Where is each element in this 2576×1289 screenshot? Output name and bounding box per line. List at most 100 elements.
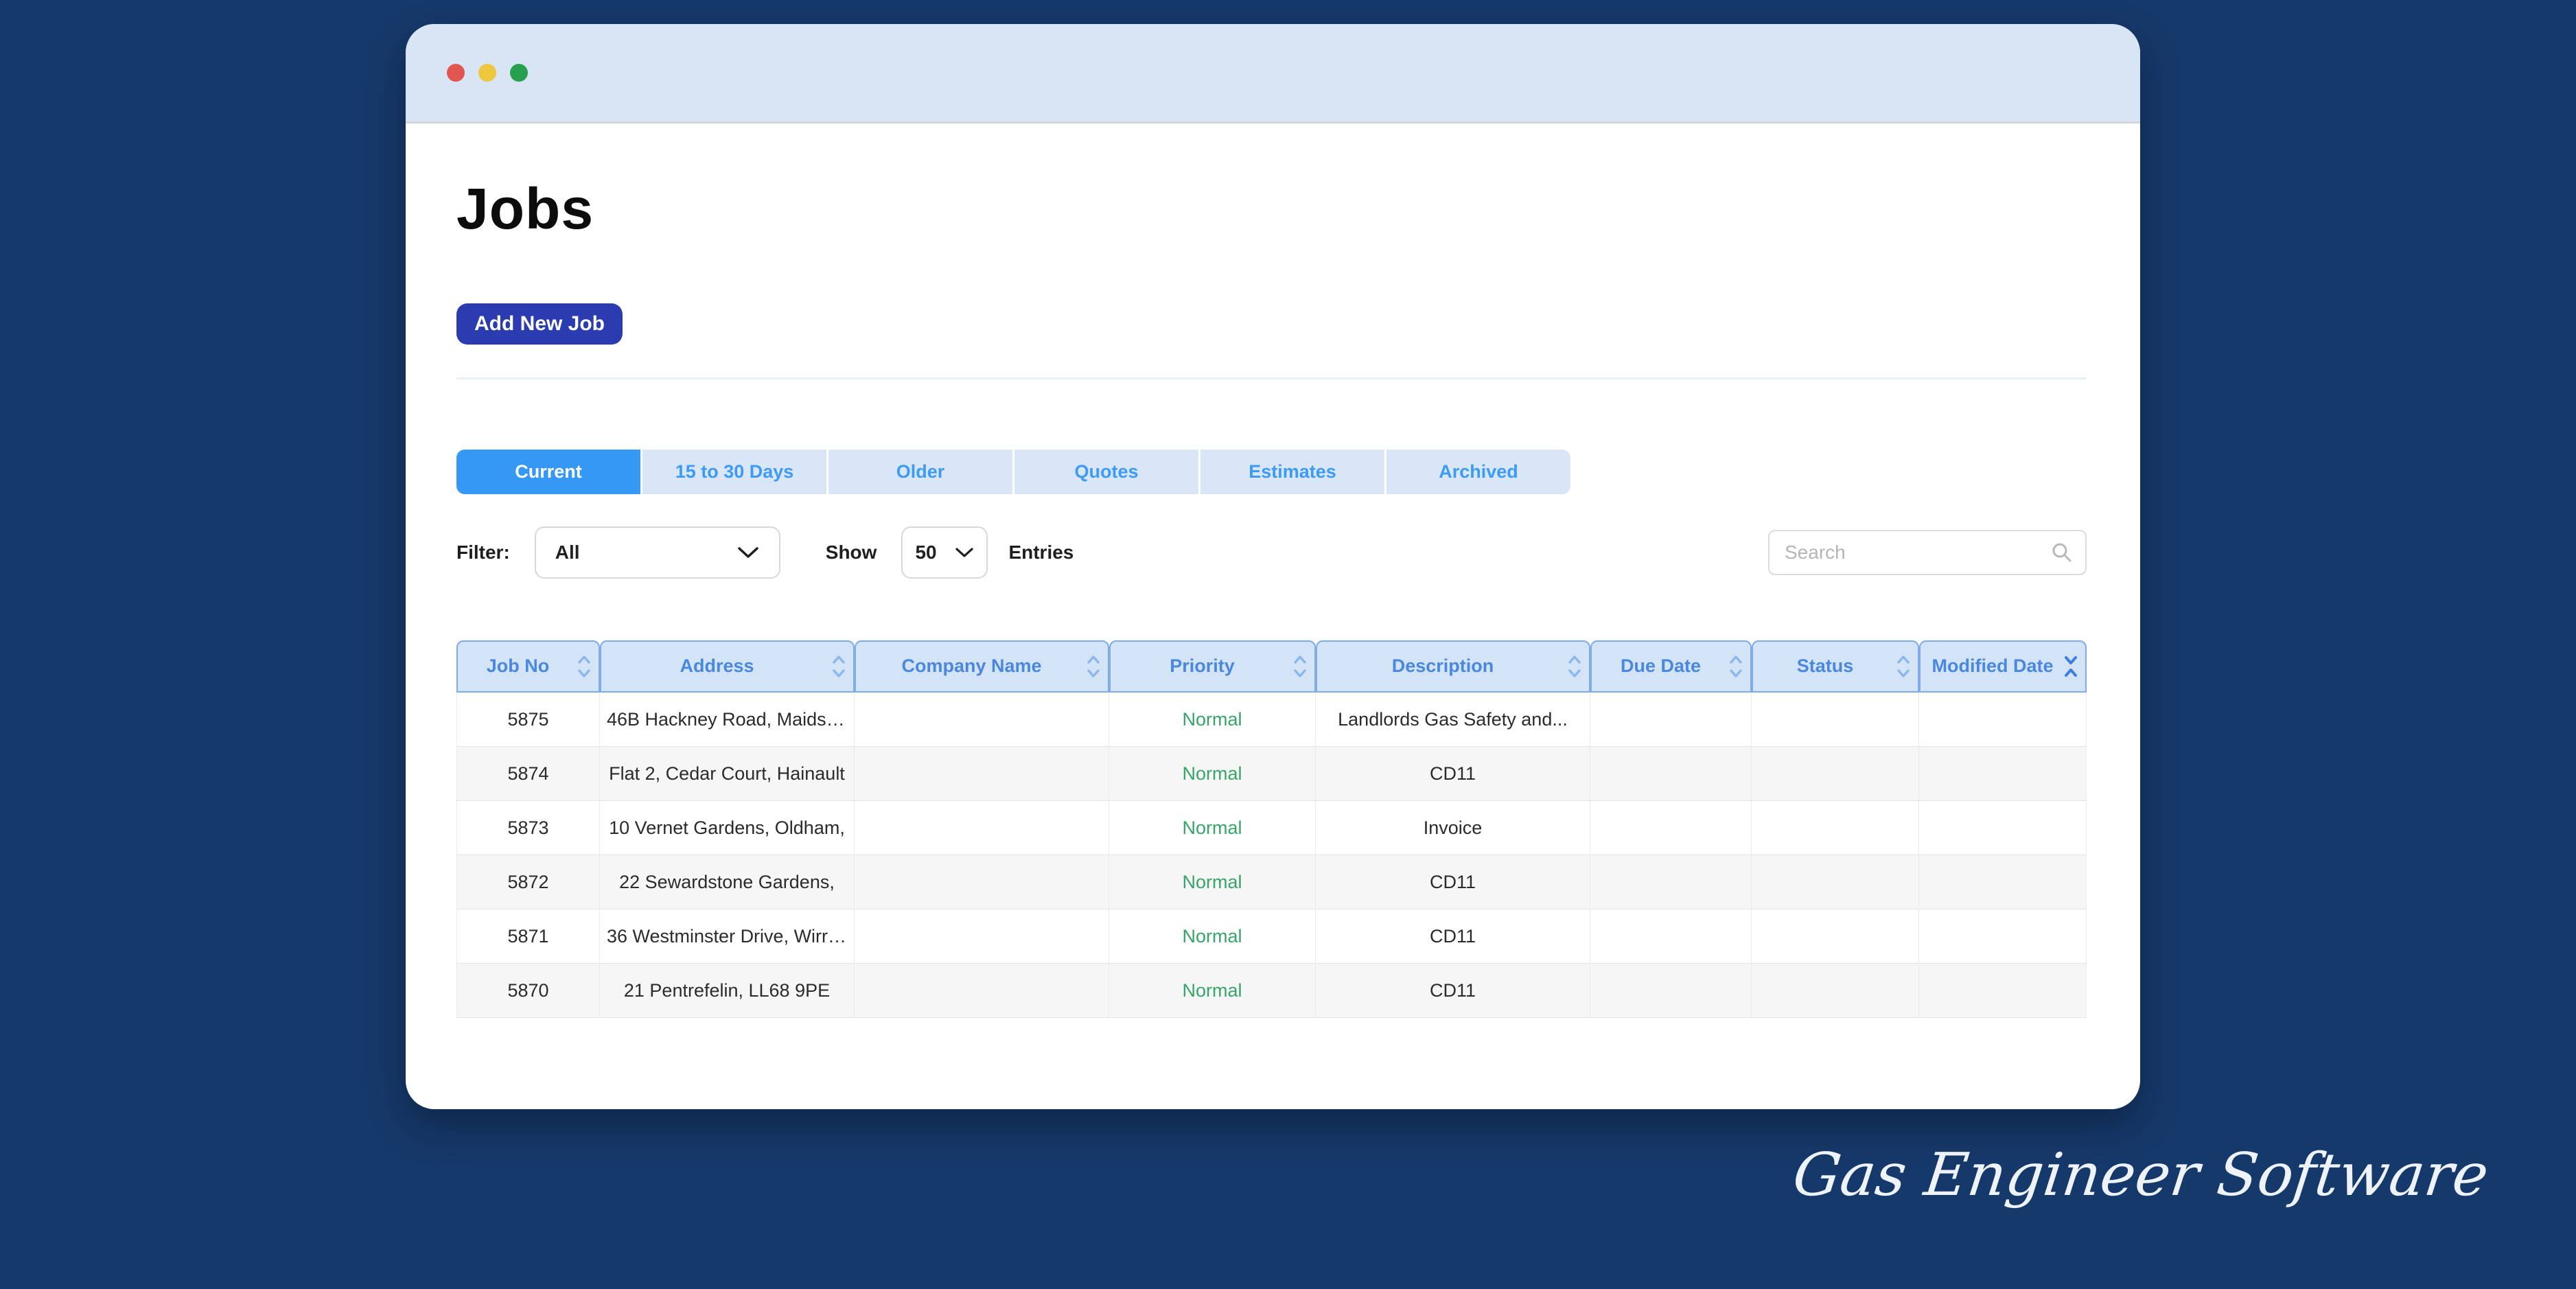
cell-company-name [855,964,1109,1018]
sort-icon [578,655,590,677]
table-row[interactable]: 5870 21 Pentrefelin, LL68 9PE Normal CD1… [456,964,2087,1018]
chevron-down-icon [738,547,758,558]
cell-company-name [855,855,1109,909]
job-filter-tabs: Current 15 to 30 Days Older Quotes Estim… [456,450,1570,494]
cell-description: CD11 [1316,964,1590,1018]
cell-modified-date [1919,801,2087,855]
section-divider [456,378,2087,380]
search-icon [2052,543,2072,562]
maximize-window-button[interactable] [510,64,528,82]
filter-select-value: All [555,542,580,563]
cell-modified-date [1919,855,2087,909]
column-header-due-date[interactable]: Due Date [1590,640,1752,693]
column-header-priority[interactable]: Priority [1109,640,1316,693]
cell-due-date [1590,693,1752,747]
chevron-down-icon [955,548,974,557]
cell-status [1752,693,1919,747]
sort-icon [1087,655,1100,677]
jobs-table: Job No Address Company Name Priority Des… [456,640,2087,1018]
close-window-button[interactable] [447,64,465,82]
column-header-address[interactable]: Address [600,640,855,693]
cell-job-no: 5874 [456,747,600,801]
cell-due-date [1590,909,1752,964]
tab-estimates[interactable]: Estimates [1200,450,1384,494]
cell-description: CD11 [1316,747,1590,801]
table-header: Job No Address Company Name Priority Des… [456,640,2087,693]
cell-priority: Normal [1109,964,1316,1018]
sort-icon [1897,655,1910,677]
cell-description: CD11 [1316,909,1590,964]
column-header-description[interactable]: Description [1316,640,1590,693]
cell-priority: Normal [1109,747,1316,801]
sort-icon [1568,655,1581,677]
sort-icon [1294,655,1306,677]
cell-modified-date [1919,747,2087,801]
entries-label: Entries [1008,542,1074,563]
cell-address: 22 Sewardstone Gardens, [600,855,855,909]
cell-status [1752,909,1919,964]
page-size-select[interactable]: 50 [901,526,988,579]
cell-due-date [1590,855,1752,909]
cell-status [1752,855,1919,909]
show-label: Show [825,542,877,563]
cell-job-no: 5873 [456,801,600,855]
cell-modified-date [1919,693,2087,747]
cell-priority: Normal [1109,909,1316,964]
cell-priority: Normal [1109,693,1316,747]
cell-address: 10 Vernet Gardens, Oldham, [600,801,855,855]
cell-modified-date [1919,909,2087,964]
page-title: Jobs [456,176,594,241]
cell-address: 46B Hackney Road, Maidstone [600,693,855,747]
cell-modified-date [1919,964,2087,1018]
minimize-window-button[interactable] [478,64,496,82]
tab-older[interactable]: Older [828,450,1012,494]
cell-due-date [1590,747,1752,801]
cell-job-no: 5875 [456,693,600,747]
sort-active-icon [2065,656,2077,677]
column-header-status[interactable]: Status [1752,640,1919,693]
filter-label: Filter: [456,542,510,563]
table-row[interactable]: 5871 36 Westminster Drive, Wirral, Norma… [456,909,2087,964]
tab-quotes[interactable]: Quotes [1014,450,1198,494]
cell-address: 21 Pentrefelin, LL68 9PE [600,964,855,1018]
app-window: Jobs Add New Job Current 15 to 30 Days O… [406,24,2140,1109]
cell-job-no: 5872 [456,855,600,909]
search-box [1768,530,2087,575]
cell-address: 36 Westminster Drive, Wirral, [600,909,855,964]
cell-description: Invoice [1316,801,1590,855]
table-row[interactable]: 5872 22 Sewardstone Gardens, Normal CD11 [456,855,2087,909]
sort-icon [1730,655,1742,677]
cell-status [1752,964,1919,1018]
cell-description: CD11 [1316,855,1590,909]
window-titlebar [406,24,2140,124]
tab-current[interactable]: Current [456,450,640,494]
column-header-modified-date[interactable]: Modified Date [1919,640,2087,693]
cell-job-no: 5870 [456,964,600,1018]
brand-watermark: Gas Engineer Software [1789,1141,2493,1209]
cell-company-name [855,693,1109,747]
column-header-job-no[interactable]: Job No [456,640,600,693]
cell-address: Flat 2, Cedar Court, Hainault [600,747,855,801]
cell-due-date [1590,801,1752,855]
cell-company-name [855,801,1109,855]
table-row[interactable]: 5873 10 Vernet Gardens, Oldham, Normal I… [456,801,2087,855]
cell-status [1752,747,1919,801]
column-header-company-name[interactable]: Company Name [855,640,1109,693]
cell-job-no: 5871 [456,909,600,964]
tab-archived[interactable]: Archived [1386,450,1570,494]
table-row[interactable]: 5875 46B Hackney Road, Maidstone Normal … [456,693,2087,747]
tab-15-to-30-days[interactable]: 15 to 30 Days [642,450,826,494]
cell-due-date [1590,964,1752,1018]
cell-company-name [855,909,1109,964]
search-input[interactable] [1785,542,2051,564]
filter-select[interactable]: All [534,526,780,579]
list-controls: Filter: All Show 50 Entries [456,526,2087,579]
cell-priority: Normal [1109,855,1316,909]
cell-status [1752,801,1919,855]
sort-icon [833,655,845,677]
cell-priority: Normal [1109,801,1316,855]
page-content: Jobs Add New Job Current 15 to 30 Days O… [406,180,2140,1018]
add-new-job-button[interactable]: Add New Job [456,303,623,345]
table-row[interactable]: 5874 Flat 2, Cedar Court, Hainault Norma… [456,747,2087,801]
